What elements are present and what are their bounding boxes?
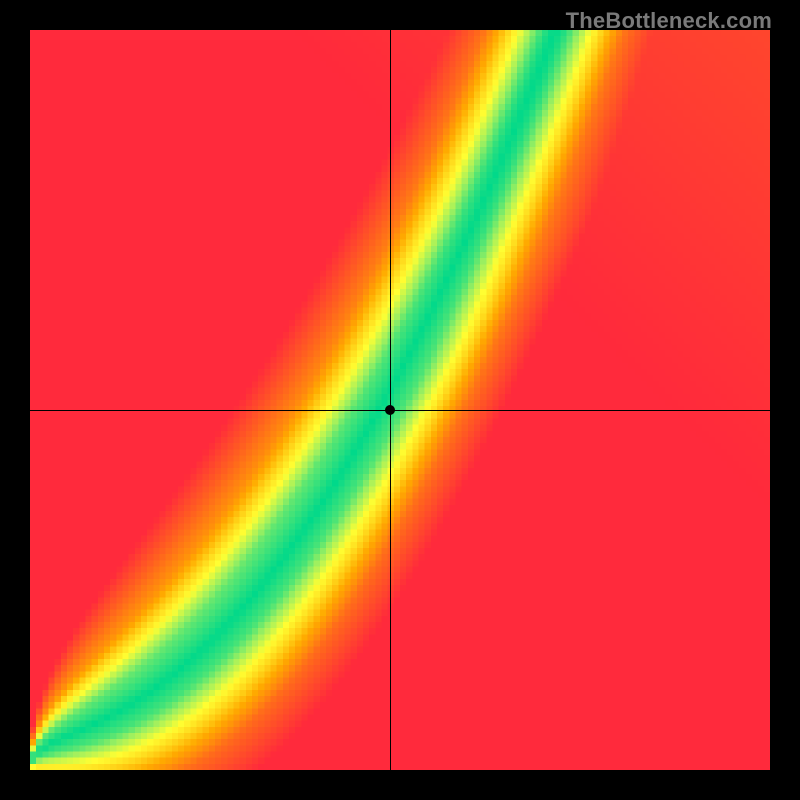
- crosshair-horizontal: [30, 410, 770, 411]
- crosshair-dot: [385, 405, 395, 415]
- watermark-text: TheBottleneck.com: [566, 8, 772, 34]
- plot-area: [30, 30, 770, 770]
- chart-container: TheBottleneck.com: [0, 0, 800, 800]
- crosshair-vertical: [390, 30, 391, 770]
- heatmap-canvas: [30, 30, 770, 770]
